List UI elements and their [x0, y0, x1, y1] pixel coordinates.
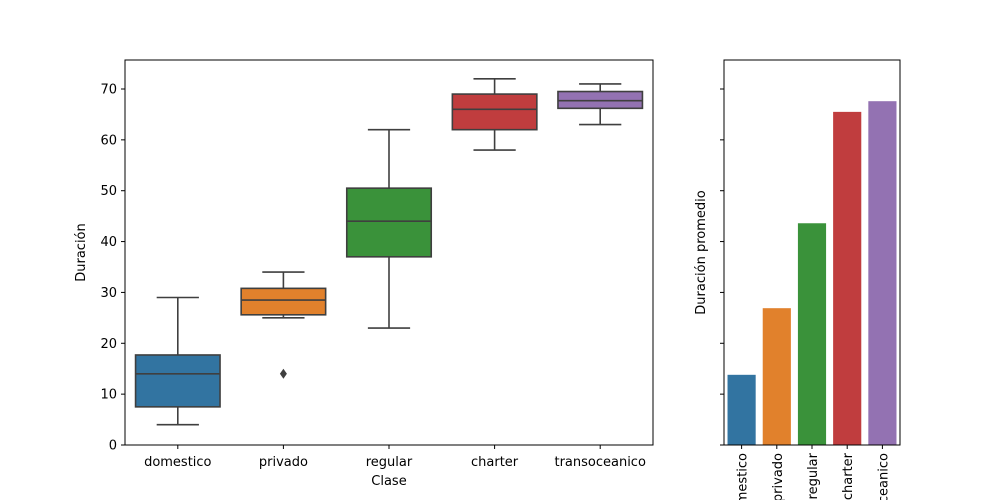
bar — [797, 223, 827, 445]
y-tick-label: 40 — [100, 235, 117, 250]
box — [240, 287, 327, 316]
x-tick-label: regular — [366, 455, 413, 470]
x-tick-label: charter — [471, 455, 519, 470]
outlier — [279, 368, 287, 379]
x-tick-label: privado — [259, 455, 308, 470]
y-axis-label: Duración — [74, 223, 89, 282]
axes-frame — [723, 59, 901, 446]
axes-frame — [124, 59, 654, 446]
x-tick-label: privado — [771, 453, 786, 500]
bar — [727, 374, 756, 445]
box — [134, 354, 221, 408]
y-tick-label: 60 — [100, 133, 117, 148]
x-tick-label: domestico — [736, 453, 751, 500]
bar — [833, 111, 862, 445]
x-tick-label: charter — [841, 452, 856, 500]
x-axis-label: Clase — [371, 474, 406, 489]
x-tick-label: transoceanico — [554, 455, 645, 470]
x-tick-label: transoceanico — [876, 453, 891, 500]
x-tick-label: regular — [806, 452, 821, 499]
y-tick-label: 20 — [100, 337, 117, 352]
x-tick-label: domestico — [144, 455, 211, 470]
y-tick-label: 0 — [109, 439, 117, 454]
y-tick-label: 70 — [100, 82, 117, 97]
bar — [762, 308, 791, 445]
y-tick-label: 30 — [100, 286, 117, 301]
y-tick-label: 50 — [100, 184, 117, 199]
box — [451, 93, 538, 131]
bar — [868, 101, 897, 446]
y-tick-label: 10 — [100, 388, 117, 403]
box — [345, 187, 433, 258]
y-axis-label: Duración promedio — [694, 190, 709, 314]
